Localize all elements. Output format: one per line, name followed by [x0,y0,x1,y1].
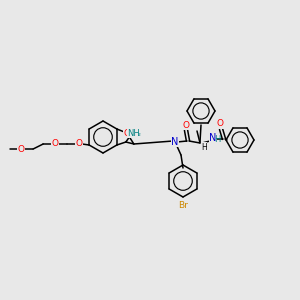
Text: Br: Br [178,200,188,209]
Text: H: H [214,134,220,143]
Text: H: H [201,142,207,152]
Text: O: O [123,128,130,137]
Text: O: O [182,121,190,130]
Text: O: O [217,119,224,128]
Text: ₂: ₂ [138,131,141,137]
Text: N: N [171,137,179,147]
Text: O: O [76,140,82,148]
Text: NH: NH [128,128,140,137]
Text: N: N [209,133,217,143]
Text: O: O [18,145,25,154]
Text: O: O [52,140,58,148]
